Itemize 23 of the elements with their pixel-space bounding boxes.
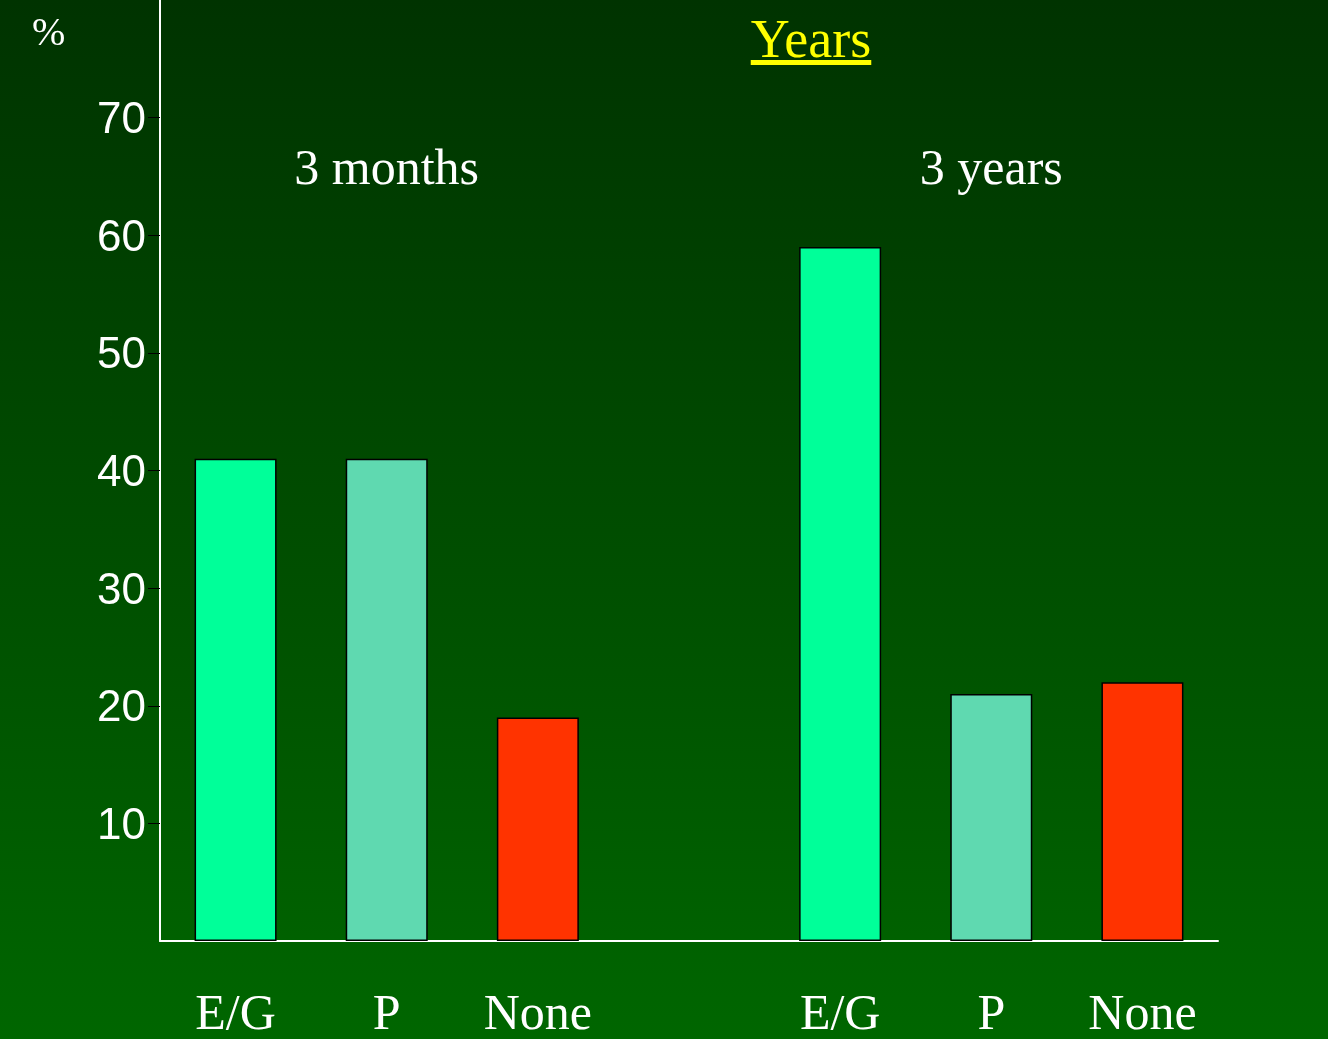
bar — [194, 458, 277, 941]
annotation: 3 years — [919, 138, 1063, 196]
x-tick-label: E/G — [195, 984, 276, 1039]
y-tick-label: 20 — [97, 681, 146, 731]
x-tick-label: E/G — [799, 984, 881, 1039]
bar — [950, 693, 1033, 941]
chart-title: Years — [750, 9, 872, 69]
bar — [1101, 682, 1184, 941]
x-tick-label: P — [372, 984, 401, 1039]
x-tick-label: P — [977, 984, 1006, 1039]
y-tick-label: 60 — [97, 210, 146, 260]
y-tick-label: 50 — [97, 328, 146, 378]
y-axis-title: % — [32, 8, 66, 55]
bar — [799, 247, 882, 941]
annotation: 3 months — [294, 138, 480, 196]
y-tick-label: 70 — [97, 93, 146, 143]
bar — [496, 717, 579, 941]
y-tick-label: 40 — [97, 446, 146, 495]
y-tick-label: 10 — [97, 798, 146, 848]
x-tick-label: None — [483, 984, 593, 1039]
bar — [345, 458, 428, 941]
x-tick-label: None — [1088, 984, 1197, 1039]
y-tick-label: 30 — [97, 563, 146, 613]
